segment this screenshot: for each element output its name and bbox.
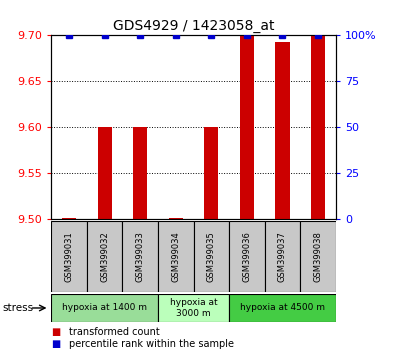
Text: hypoxia at 4500 m: hypoxia at 4500 m bbox=[240, 303, 325, 313]
Text: GSM399035: GSM399035 bbox=[207, 231, 216, 282]
Bar bbox=[133, 127, 147, 219]
Bar bbox=[122, 221, 158, 292]
Bar bbox=[275, 42, 290, 219]
Text: hypoxia at 1400 m: hypoxia at 1400 m bbox=[62, 303, 147, 313]
Bar bbox=[229, 294, 336, 322]
Bar bbox=[300, 221, 336, 292]
Text: ■: ■ bbox=[51, 327, 60, 337]
Text: hypoxia at
3000 m: hypoxia at 3000 m bbox=[170, 298, 217, 318]
Bar bbox=[194, 221, 229, 292]
Text: GSM399032: GSM399032 bbox=[100, 231, 109, 282]
Bar bbox=[62, 218, 76, 219]
Bar bbox=[204, 127, 218, 219]
Bar bbox=[87, 221, 122, 292]
Text: percentile rank within the sample: percentile rank within the sample bbox=[69, 339, 234, 349]
Bar bbox=[158, 221, 194, 292]
Bar bbox=[265, 221, 300, 292]
Bar bbox=[158, 294, 229, 322]
Bar bbox=[98, 127, 112, 219]
Text: GSM399031: GSM399031 bbox=[65, 231, 73, 282]
Text: GSM399038: GSM399038 bbox=[314, 231, 322, 282]
Text: GSM399033: GSM399033 bbox=[136, 231, 145, 282]
Bar bbox=[51, 221, 87, 292]
Text: GSM399034: GSM399034 bbox=[171, 231, 180, 282]
Bar bbox=[311, 35, 325, 219]
Text: transformed count: transformed count bbox=[69, 327, 160, 337]
Bar bbox=[229, 221, 265, 292]
Title: GDS4929 / 1423058_at: GDS4929 / 1423058_at bbox=[113, 19, 274, 33]
Text: GSM399036: GSM399036 bbox=[243, 231, 251, 282]
Text: GSM399037: GSM399037 bbox=[278, 231, 287, 282]
Bar bbox=[169, 218, 183, 219]
Text: stress: stress bbox=[2, 303, 33, 313]
Bar bbox=[240, 35, 254, 219]
Text: ■: ■ bbox=[51, 339, 60, 349]
Bar bbox=[51, 294, 158, 322]
